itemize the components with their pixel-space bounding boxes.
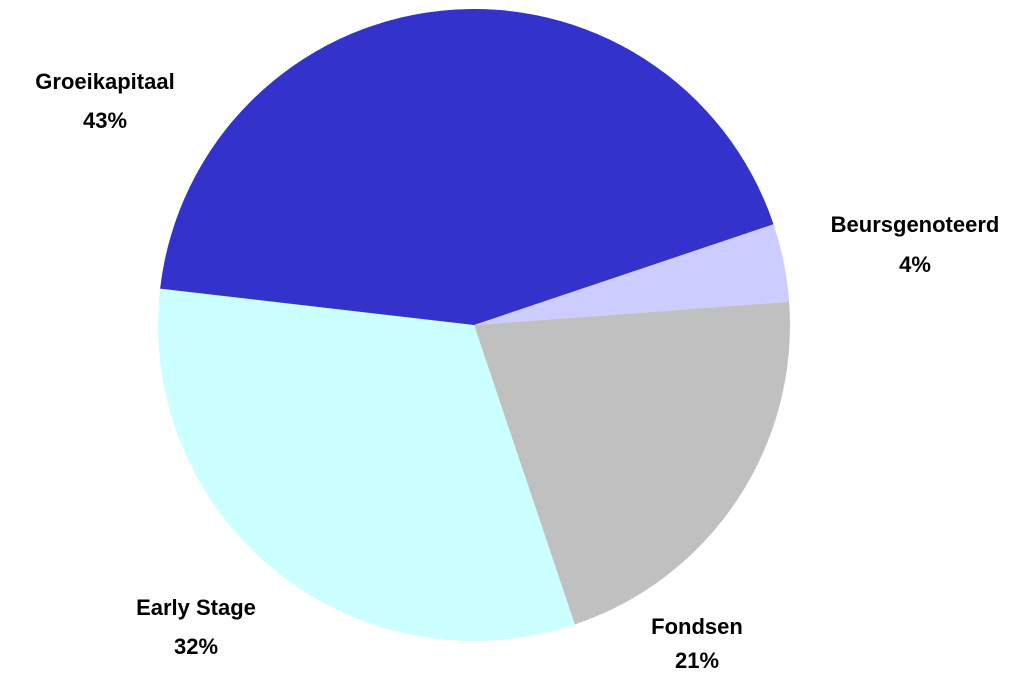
slice-value-label: 32% [174, 634, 218, 659]
pie-slice [474, 224, 790, 325]
slice-value-label: 4% [899, 252, 931, 277]
pie-slice [158, 288, 575, 641]
pie-slice [160, 8, 774, 325]
slice-value-label: 21% [675, 648, 719, 673]
slice-label: Fondsen [651, 614, 743, 639]
pie-slice [474, 301, 790, 625]
slice-label: Early Stage [136, 595, 256, 620]
slice-value-label: 43% [83, 108, 127, 133]
slice-label: Groeikapitaal [35, 69, 174, 94]
slice-label: Beursgenoteerd [831, 212, 1000, 237]
